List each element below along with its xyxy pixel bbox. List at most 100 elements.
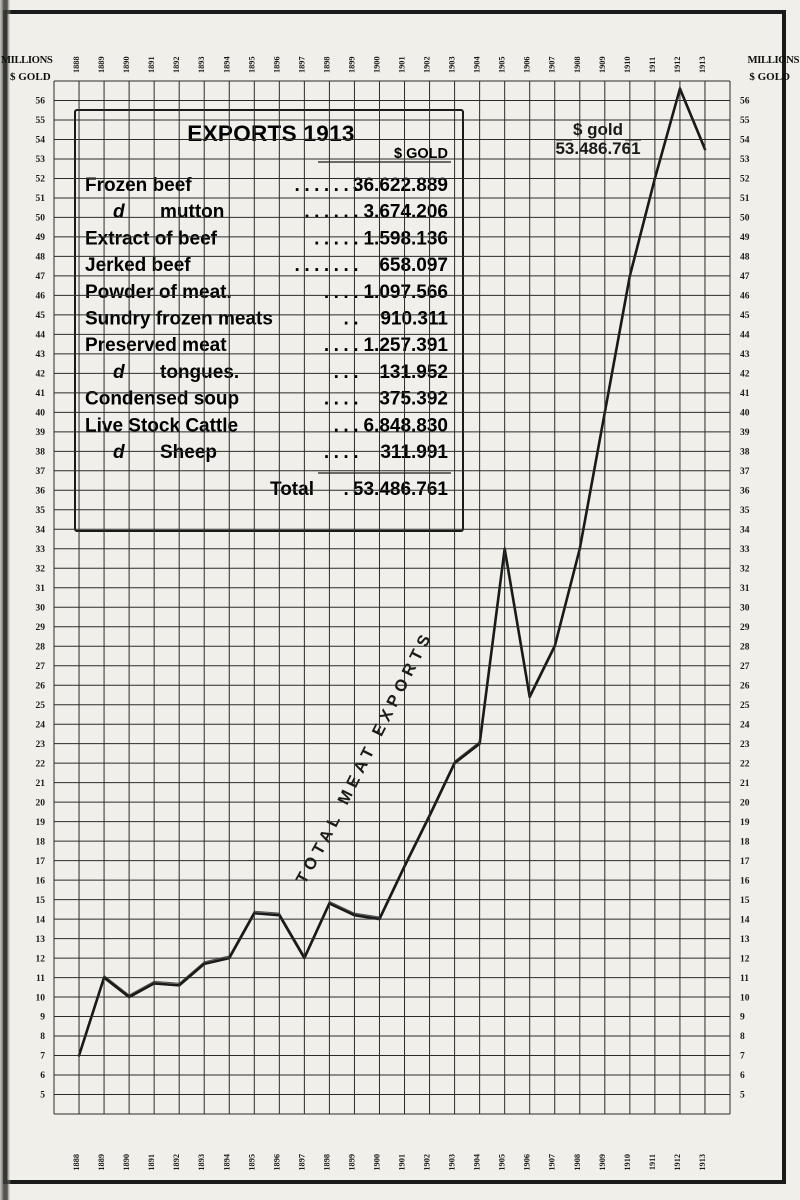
svg-text:1906: 1906 [523, 1154, 532, 1171]
svg-text:24: 24 [36, 720, 46, 730]
svg-text:46: 46 [740, 292, 750, 302]
svg-text:Extract of beef: Extract of beef [85, 228, 218, 249]
svg-text:tongues.: tongues. [160, 362, 239, 383]
svg-text:45: 45 [36, 311, 46, 321]
svg-text:43: 43 [740, 350, 750, 360]
svg-text:1895: 1895 [247, 56, 256, 73]
svg-text:1910: 1910 [623, 56, 632, 73]
svg-text:53.486.761: 53.486.761 [353, 479, 449, 500]
svg-text:1899: 1899 [347, 1154, 356, 1171]
svg-text:1900: 1900 [373, 1154, 382, 1171]
svg-text:1901: 1901 [398, 56, 407, 73]
svg-text:910.311: 910.311 [380, 309, 448, 330]
svg-text:21: 21 [740, 779, 750, 789]
svg-text:..: .. [343, 309, 363, 330]
svg-text:19: 19 [36, 818, 46, 828]
svg-text:1896: 1896 [272, 1154, 281, 1171]
svg-text:5: 5 [740, 1091, 745, 1101]
svg-text:49: 49 [36, 233, 46, 243]
svg-text:1908: 1908 [573, 56, 582, 73]
svg-text:16: 16 [740, 876, 750, 886]
svg-text:1911: 1911 [648, 1154, 657, 1170]
svg-text:1893: 1893 [197, 56, 206, 73]
svg-text:28: 28 [740, 642, 750, 652]
svg-text:Powder of meat.: Powder of meat. [85, 282, 232, 303]
svg-text:1889: 1889 [97, 56, 106, 73]
svg-text:1891: 1891 [147, 1154, 156, 1171]
svg-text:13: 13 [36, 935, 46, 945]
svg-text:1901: 1901 [398, 1154, 407, 1171]
svg-text:11: 11 [36, 974, 45, 984]
svg-text:36: 36 [36, 487, 46, 497]
svg-text:55: 55 [740, 116, 750, 126]
svg-text:...: ... [334, 415, 363, 436]
svg-text:51: 51 [740, 194, 750, 204]
svg-text:34: 34 [36, 526, 46, 536]
svg-text:1896: 1896 [272, 56, 281, 73]
svg-text:37: 37 [740, 467, 750, 477]
svg-text:33: 33 [740, 545, 750, 555]
svg-text:25: 25 [36, 701, 46, 711]
svg-text:.....: ..... [314, 228, 363, 249]
svg-text:8: 8 [740, 1032, 745, 1042]
svg-text:1889: 1889 [97, 1154, 106, 1171]
svg-text:d: d [113, 362, 125, 383]
svg-text:1913: 1913 [698, 56, 707, 73]
svg-text:26: 26 [740, 681, 750, 691]
svg-text:1895: 1895 [247, 1154, 256, 1171]
svg-text:13: 13 [740, 935, 750, 945]
svg-text:$ GOLD: $ GOLD [394, 146, 448, 162]
svg-text:47: 47 [36, 272, 46, 282]
svg-text:41: 41 [36, 389, 46, 399]
svg-text:Total: Total [270, 479, 314, 500]
svg-text:1911: 1911 [648, 57, 657, 73]
svg-text:1888: 1888 [72, 56, 81, 73]
svg-text:56: 56 [740, 97, 750, 107]
svg-text:1905: 1905 [498, 1154, 507, 1171]
svg-text:1907: 1907 [548, 56, 557, 73]
svg-text:37: 37 [36, 467, 46, 477]
svg-text:TOTAL MEAT EXPORTS: TOTAL MEAT EXPORTS [293, 627, 437, 887]
svg-text:1898: 1898 [322, 56, 331, 73]
svg-text:1894: 1894 [222, 56, 231, 73]
svg-text:45: 45 [740, 311, 750, 321]
svg-text:12: 12 [740, 954, 750, 964]
svg-text:14: 14 [740, 915, 750, 925]
svg-text:1910: 1910 [623, 1154, 632, 1171]
svg-text:1909: 1909 [598, 1154, 607, 1171]
svg-text:1899: 1899 [347, 56, 356, 73]
svg-text:1908: 1908 [573, 1154, 582, 1171]
svg-text:54: 54 [36, 136, 46, 146]
svg-text:20: 20 [36, 798, 46, 808]
svg-text:27: 27 [740, 662, 750, 672]
svg-text:38: 38 [740, 448, 750, 458]
svg-text:50: 50 [36, 214, 46, 224]
svg-text:39: 39 [740, 428, 750, 438]
svg-text:311.991: 311.991 [380, 442, 448, 463]
svg-text:19: 19 [740, 818, 750, 828]
svg-text:51: 51 [36, 194, 46, 204]
svg-text:1890: 1890 [122, 1154, 131, 1171]
svg-text:1902: 1902 [423, 1154, 432, 1171]
svg-text:15: 15 [36, 896, 46, 906]
svg-text:Live Stock Cattle: Live Stock Cattle [85, 415, 238, 436]
svg-text:1.257.391: 1.257.391 [363, 335, 448, 356]
svg-text:29: 29 [36, 623, 46, 633]
svg-text:22: 22 [36, 759, 46, 769]
svg-text:658.097: 658.097 [379, 255, 448, 276]
svg-text:17: 17 [36, 857, 46, 867]
svg-text:28: 28 [36, 642, 46, 652]
svg-text:MILLIONS: MILLIONS [748, 54, 800, 66]
svg-text:10: 10 [36, 993, 46, 1003]
svg-text:40: 40 [36, 409, 46, 419]
svg-text:7: 7 [40, 1052, 45, 1062]
svg-text:56: 56 [36, 97, 46, 107]
svg-text:6.848.830: 6.848.830 [363, 415, 448, 436]
svg-text:1909: 1909 [598, 56, 607, 73]
svg-text:1912: 1912 [673, 1154, 682, 1171]
svg-text:$ GOLD: $ GOLD [749, 71, 790, 83]
svg-text:48: 48 [36, 253, 46, 263]
svg-text:1897: 1897 [297, 56, 306, 73]
svg-text:11: 11 [740, 974, 749, 984]
svg-text:22: 22 [740, 759, 750, 769]
